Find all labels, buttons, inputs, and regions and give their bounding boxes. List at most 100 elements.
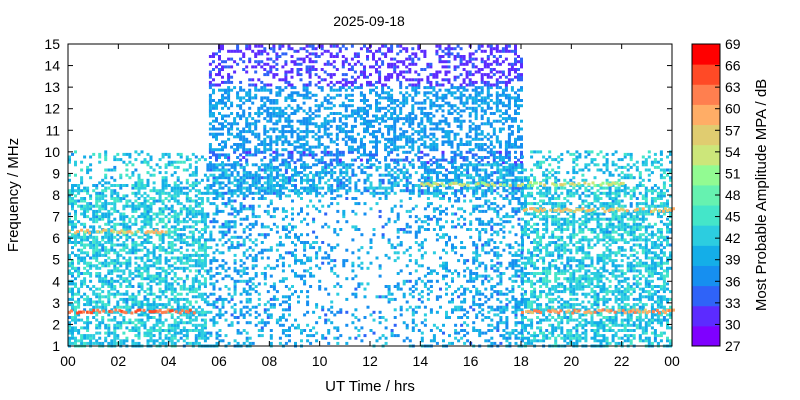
heatmap-cell bbox=[191, 215, 195, 219]
heatmap-cell bbox=[113, 329, 117, 332]
heatmap-cell bbox=[191, 295, 195, 299]
heatmap-cell bbox=[71, 303, 74, 307]
heatmap-cell bbox=[119, 264, 123, 268]
heatmap-cell bbox=[563, 241, 567, 244]
heatmap-cell bbox=[104, 310, 108, 314]
heatmap-cell bbox=[80, 248, 84, 252]
heatmap-cell bbox=[152, 334, 156, 338]
heatmap-cell bbox=[74, 225, 77, 229]
heatmap-cell bbox=[143, 313, 147, 317]
heatmap-cell bbox=[185, 256, 189, 260]
heatmap-cell bbox=[116, 253, 120, 257]
heatmap-cell bbox=[95, 199, 99, 203]
heatmap-cell bbox=[375, 62, 378, 66]
heatmap-cell bbox=[230, 57, 234, 61]
heatmap-cell bbox=[560, 329, 564, 332]
heatmap-cell bbox=[602, 274, 606, 278]
heatmap-cell bbox=[200, 318, 204, 322]
heatmap-cell bbox=[158, 274, 162, 278]
heatmap-cell bbox=[92, 217, 96, 221]
heatmap-cell bbox=[581, 235, 585, 239]
heatmap-cell bbox=[414, 70, 418, 74]
heatmap-cell bbox=[89, 217, 93, 221]
heatmap-cell bbox=[539, 209, 543, 213]
heatmap-cell bbox=[551, 292, 555, 296]
heatmap-cell bbox=[311, 130, 315, 134]
heatmap-cell bbox=[284, 70, 288, 74]
heatmap-cell bbox=[188, 285, 192, 288]
heatmap-cell bbox=[335, 137, 339, 141]
heatmap-cell bbox=[474, 99, 478, 102]
heatmap-cell bbox=[197, 220, 201, 224]
heatmap-cell bbox=[182, 313, 186, 317]
heatmap-cell bbox=[137, 256, 141, 260]
heatmap-cell bbox=[444, 117, 448, 121]
heatmap-cell bbox=[593, 285, 597, 288]
heatmap-cell bbox=[89, 207, 93, 211]
heatmap-cell bbox=[539, 184, 543, 187]
heatmap-cell bbox=[152, 279, 156, 283]
heatmap-cell bbox=[396, 114, 400, 118]
heatmap-cell bbox=[486, 93, 490, 97]
heatmap-cell bbox=[173, 233, 177, 237]
heatmap-cell bbox=[128, 329, 132, 332]
heatmap-cell bbox=[593, 176, 597, 180]
heatmap-cell bbox=[323, 49, 327, 53]
heatmap-cell bbox=[492, 73, 496, 77]
heatmap-cell bbox=[68, 197, 71, 200]
heatmap-cell bbox=[344, 47, 348, 51]
heatmap-cell bbox=[411, 104, 415, 108]
heatmap-cell bbox=[320, 143, 324, 146]
heatmap-cell bbox=[302, 153, 306, 157]
heatmap-cell bbox=[176, 228, 180, 231]
heatmap-cell bbox=[420, 109, 424, 113]
heatmap-cell bbox=[314, 114, 318, 118]
heatmap-cell bbox=[560, 204, 564, 208]
heatmap-cell bbox=[417, 44, 421, 48]
heatmap-cell bbox=[194, 290, 198, 294]
heatmap-cell bbox=[77, 233, 81, 237]
heatmap-cell bbox=[182, 308, 186, 312]
heatmap-cell bbox=[602, 238, 606, 242]
heatmap-cell bbox=[83, 186, 87, 190]
heatmap-cell bbox=[203, 279, 207, 283]
heatmap-cell bbox=[375, 140, 378, 144]
heatmap-cell bbox=[137, 197, 141, 200]
heatmap-cell bbox=[593, 243, 597, 247]
heatmap-cell bbox=[116, 191, 120, 195]
heatmap-cell bbox=[372, 114, 375, 118]
heatmap-cell bbox=[131, 285, 135, 288]
heatmap-cell bbox=[290, 112, 294, 115]
heatmap-cell bbox=[74, 194, 77, 198]
heatmap-cell bbox=[363, 150, 366, 154]
heatmap-cell bbox=[587, 251, 591, 255]
heatmap-cell bbox=[323, 130, 327, 134]
heatmap-cell bbox=[441, 49, 445, 53]
heatmap-cell bbox=[527, 272, 530, 275]
heatmap-cell bbox=[155, 256, 159, 260]
heatmap-cell bbox=[131, 191, 135, 195]
heatmap-cell bbox=[212, 78, 215, 82]
heatmap-cell bbox=[143, 246, 147, 250]
heatmap-cell bbox=[514, 140, 517, 144]
heatmap-cell bbox=[393, 106, 397, 110]
heatmap-cell bbox=[384, 91, 388, 95]
heatmap-cell bbox=[296, 158, 300, 162]
heatmap-cell bbox=[173, 256, 177, 260]
heatmap-cell bbox=[402, 130, 406, 134]
heatmap-cell bbox=[311, 60, 315, 64]
heatmap-cell bbox=[517, 75, 520, 79]
heatmap-cell bbox=[581, 277, 585, 281]
heatmap-cell bbox=[332, 65, 336, 69]
heatmap-cell bbox=[465, 70, 469, 74]
heatmap-cell bbox=[524, 176, 527, 180]
heatmap-cell bbox=[95, 287, 99, 291]
heatmap-cell bbox=[227, 91, 231, 95]
heatmap-cell bbox=[375, 117, 378, 121]
heatmap-cell bbox=[212, 91, 215, 95]
heatmap-cell bbox=[146, 160, 150, 164]
heatmap-cell bbox=[545, 285, 549, 288]
heatmap-cell bbox=[459, 122, 463, 126]
heatmap-cell bbox=[107, 222, 111, 226]
heatmap-cell bbox=[146, 209, 150, 213]
